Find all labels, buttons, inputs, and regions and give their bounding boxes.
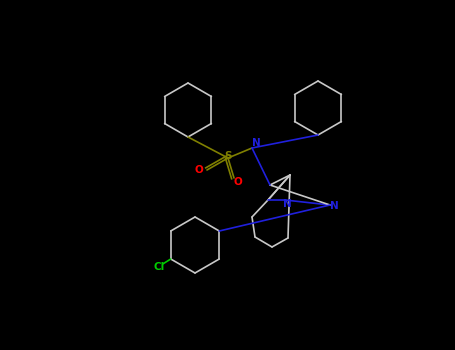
Text: Cl: Cl (153, 262, 164, 272)
Text: N: N (329, 201, 339, 211)
Text: S: S (224, 151, 232, 161)
Text: N: N (283, 199, 291, 209)
Text: O: O (233, 177, 243, 187)
Text: O: O (195, 165, 203, 175)
Text: N: N (252, 138, 260, 148)
